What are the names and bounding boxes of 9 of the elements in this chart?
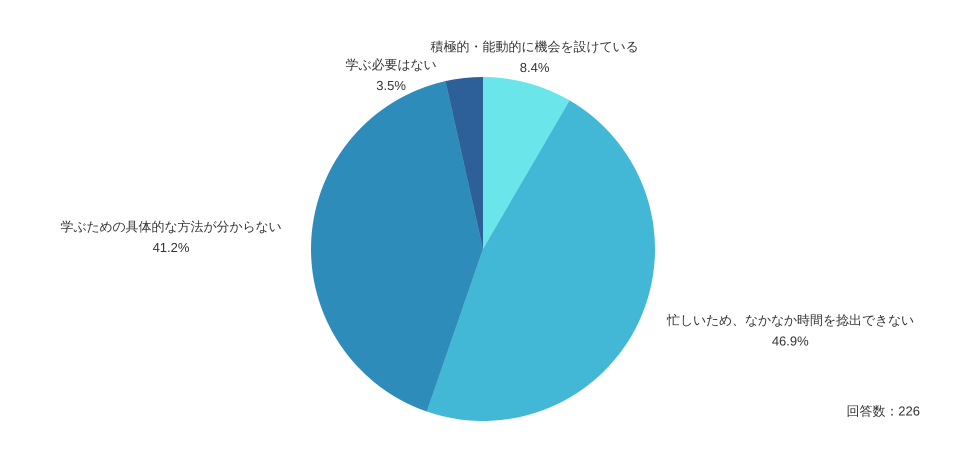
- data-label: 46.9%: [772, 334, 810, 349]
- slice-label: 忙しいため、なかなか時間を捻出できない: [666, 312, 914, 328]
- text: 回答数：226: [846, 404, 920, 419]
- slice-label: 学ぶ必要はない: [346, 57, 437, 72]
- data-label: 3.5%: [376, 78, 406, 94]
- data-label: 8.4%: [520, 60, 550, 76]
- slice-label: 積極的・能動的に機会を設けている: [430, 39, 639, 54]
- slice-label: 学ぶための具体的な方法が分からない: [60, 218, 282, 234]
- data-label: 41.2%: [152, 240, 190, 255]
